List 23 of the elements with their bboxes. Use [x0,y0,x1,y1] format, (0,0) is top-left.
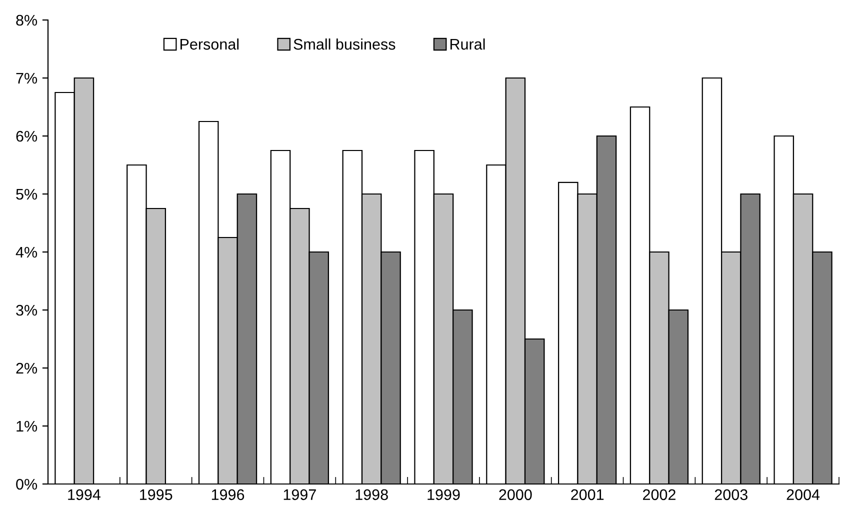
x-tick-label: 2001 [571,489,604,500]
y-tick-label: 8% [16,14,38,26]
legend-label: Rural [450,38,485,50]
y-tick-label: 6% [16,130,38,142]
x-tick-label: 1998 [356,489,388,500]
legend-label: Personal [180,38,239,50]
y-tick-label: 0% [16,478,38,490]
y-tick-label: 1% [16,420,38,432]
y-tick-label: 5% [16,188,38,200]
legend-label: Small business [294,38,396,50]
x-tick-label: 1997 [284,489,316,500]
x-tick-label: 2004 [786,489,820,500]
x-tick-label: 2003 [714,489,748,500]
x-tick-label: 2000 [499,489,532,500]
x-tick-label: 1999 [428,489,460,500]
y-tick-label: 2% [16,362,38,374]
x-tick-label: 1996 [212,489,244,500]
y-tick-label: 3% [16,304,38,316]
y-tick-label: 4% [16,246,38,258]
x-tick-label: 1994 [68,489,101,500]
y-tick-label: 7% [16,72,38,84]
x-tick-label: 1995 [140,489,172,500]
x-tick-label: 2002 [643,489,676,500]
